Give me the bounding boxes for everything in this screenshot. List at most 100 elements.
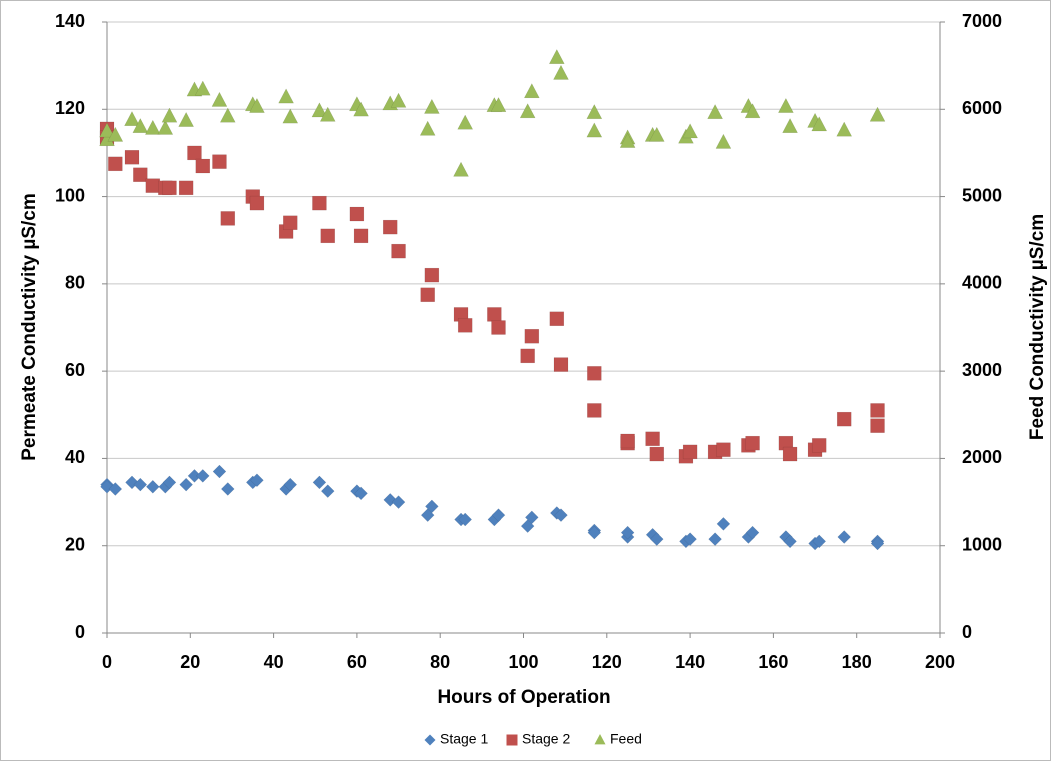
point <box>311 102 328 118</box>
legend-marker <box>594 733 606 745</box>
point <box>870 403 885 418</box>
point <box>195 158 211 174</box>
point <box>524 510 539 525</box>
point <box>312 195 327 211</box>
point <box>870 418 885 433</box>
point <box>683 532 697 547</box>
point <box>458 512 473 527</box>
point <box>744 103 761 119</box>
x-tick-label: 120 <box>592 652 622 672</box>
point <box>420 508 435 523</box>
x-tick-label: 60 <box>347 652 367 672</box>
point <box>745 435 760 451</box>
point <box>161 107 178 123</box>
point <box>716 517 731 531</box>
point <box>124 110 140 127</box>
y2-tick-label: 1000 <box>962 534 1002 554</box>
point <box>587 366 602 381</box>
y2-tick-label: 6000 <box>962 98 1002 118</box>
point <box>354 486 368 501</box>
point <box>457 114 474 130</box>
point <box>133 477 148 492</box>
x-tick-label: 20 <box>180 652 200 672</box>
x-tick-label: 0 <box>102 652 112 672</box>
point <box>424 267 440 283</box>
point <box>587 525 602 540</box>
point <box>162 180 177 196</box>
point <box>586 122 603 138</box>
y-axis-title: Permeate Conductivity µS/cm <box>19 193 40 461</box>
x-tick-label: 100 <box>508 652 538 672</box>
point <box>312 475 327 490</box>
point <box>519 103 536 119</box>
point <box>282 108 299 124</box>
x-tick-label: 160 <box>758 652 788 672</box>
x-axis-title: Hours of Operation <box>437 687 610 708</box>
point <box>108 482 123 496</box>
point <box>194 80 211 96</box>
point <box>108 156 123 172</box>
point <box>249 195 265 211</box>
point <box>124 150 140 165</box>
point <box>283 477 298 492</box>
legend-marker <box>506 734 518 746</box>
point <box>682 123 699 139</box>
point <box>586 103 603 120</box>
point <box>212 464 227 479</box>
point <box>777 97 794 113</box>
x-tick-label: 180 <box>842 652 872 672</box>
point <box>99 122 115 138</box>
point <box>425 499 439 514</box>
y2-tick-label: 7000 <box>962 11 1002 31</box>
point <box>390 92 407 108</box>
point <box>520 348 535 364</box>
point <box>649 446 665 462</box>
point <box>715 133 732 149</box>
point <box>457 318 473 333</box>
legend-label: Stage 1 <box>440 731 488 747</box>
point <box>812 534 827 549</box>
point <box>187 145 202 161</box>
point <box>320 228 335 244</box>
point <box>523 83 540 99</box>
y-tick-label: 40 <box>65 447 85 467</box>
point <box>145 178 161 193</box>
point <box>220 482 235 496</box>
point <box>837 530 852 544</box>
x-tick-label: 40 <box>264 652 284 672</box>
point <box>179 477 193 492</box>
point <box>620 525 635 540</box>
point <box>782 117 798 133</box>
point <box>620 433 635 449</box>
y-tick-label: 100 <box>55 185 85 205</box>
y-tick-label: 140 <box>55 11 85 31</box>
point <box>349 206 365 222</box>
point <box>107 126 124 142</box>
point <box>554 508 568 523</box>
point <box>419 120 436 136</box>
point <box>157 119 174 135</box>
y2-tick-label: 5000 <box>962 185 1002 205</box>
point <box>278 88 295 104</box>
point <box>682 444 698 460</box>
point <box>811 438 827 453</box>
point <box>870 536 885 551</box>
point <box>391 243 406 259</box>
y-tick-label: 20 <box>65 534 85 554</box>
point <box>283 215 298 231</box>
point <box>382 219 398 235</box>
point <box>645 431 660 447</box>
y2-tick-label: 2000 <box>962 447 1002 467</box>
y2-tick-label: 3000 <box>962 360 1002 380</box>
point <box>648 126 665 142</box>
point <box>783 534 797 549</box>
point <box>836 411 852 427</box>
point <box>716 442 731 457</box>
point <box>353 101 369 117</box>
y-tick-label: 80 <box>65 273 85 293</box>
point <box>491 320 506 335</box>
point <box>212 154 227 169</box>
point <box>619 132 636 148</box>
point <box>745 525 760 540</box>
